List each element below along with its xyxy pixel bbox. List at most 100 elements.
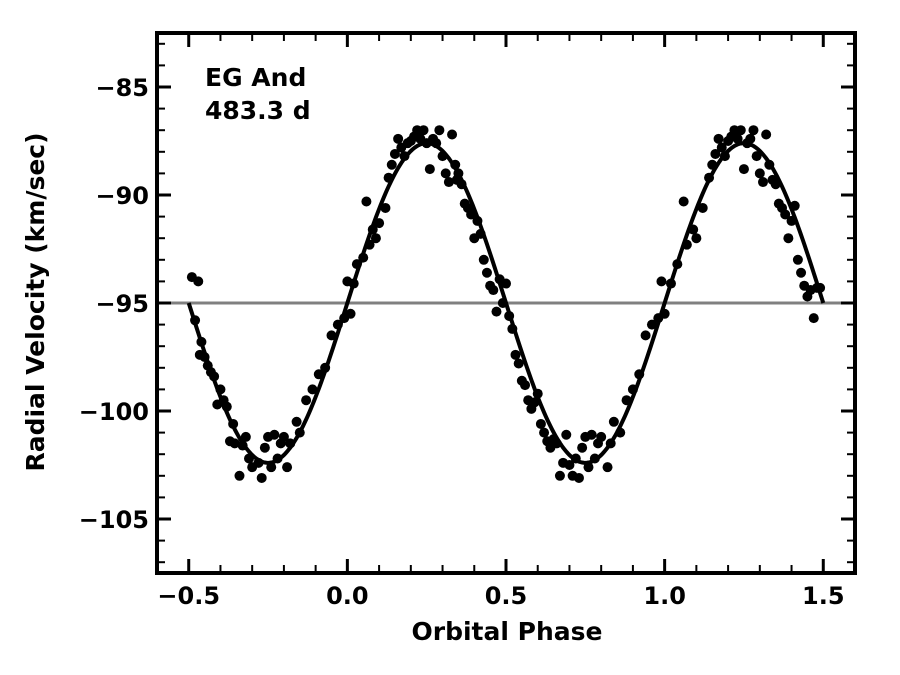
data-point [764,159,775,170]
y-tick-labels: −85 −90 −95 −100 −105 [79,74,149,534]
data-point [370,233,381,244]
star-name-annotation: EG And [205,63,306,92]
data-point [478,254,489,265]
data-point [621,395,632,406]
data-point [456,179,467,190]
data-point [272,453,283,464]
data-point [520,380,531,391]
data-point [291,416,302,427]
data-point [301,395,312,406]
data-point [472,215,483,226]
data-point [627,384,638,395]
x-tick-label: 0.0 [326,582,369,610]
data-point [596,431,607,442]
data-point [707,159,718,170]
data-point [497,298,508,308]
data-point [307,384,318,395]
data-point [228,418,239,429]
data-point [199,352,210,362]
x-tick-label: 0.5 [485,582,528,610]
data-point [348,278,359,289]
period-annotation: 483.3 d [205,96,311,125]
data-point [688,224,699,235]
data-point [437,151,448,162]
data-point [237,440,248,451]
data-point [761,129,772,140]
data-point [256,472,267,483]
data-point [475,228,486,239]
data-point [374,218,385,229]
data-point [815,282,826,293]
data-point [783,233,794,244]
y-tick-label: −85 [95,74,149,102]
data-point [399,151,410,162]
data-point [745,133,756,144]
data-point [780,209,791,220]
data-point [665,278,676,289]
data-point [789,200,800,211]
data-point [551,438,562,449]
data-point [507,323,518,334]
data-point [640,330,651,341]
data-point [710,148,721,159]
data-point [681,239,692,250]
data-point [389,148,400,159]
data-point [583,462,594,473]
data-point [796,267,807,278]
x-tick-labels: −0.5 0.0 0.5 1.0 1.5 [157,582,844,610]
y-tick-label: −90 [95,182,149,210]
data-point [393,133,404,144]
data-point [738,164,749,175]
data-point [554,470,565,481]
data-point [719,151,730,162]
data-point [532,388,543,399]
data-point [656,276,667,287]
x-tick-label: 1.5 [802,582,845,610]
data-point [646,319,657,330]
data-point [605,438,616,449]
data-point [229,438,240,449]
data-point [808,313,819,324]
data-point [294,427,305,438]
data-point [450,159,461,170]
data-point [754,168,765,179]
data-point [704,172,715,183]
data-point [786,215,797,226]
data-point [513,358,524,369]
data-point [221,401,232,412]
data-point [586,429,597,440]
y-axis-label: Radial Velocity (km/sec) [21,132,50,471]
data-point [364,239,375,250]
data-point [351,259,362,270]
data-point [792,254,803,265]
data-point [573,472,584,483]
x-axis-label: Orbital Phase [412,617,603,646]
data-point [504,310,515,321]
x-tick-label: 1.0 [643,582,686,610]
data-point [615,427,626,438]
data-point [361,196,372,207]
plot-frame [155,31,857,575]
data-point [491,306,502,317]
data-point [748,125,759,136]
plot-area [157,125,855,483]
data-point [608,416,619,427]
data-point [501,278,511,289]
data-point [751,151,762,162]
data-point [234,470,245,481]
data-point [570,453,581,464]
data-point [539,427,550,438]
data-point [589,453,600,464]
data-point [577,442,588,453]
data-point [443,177,454,188]
data-point [453,168,464,179]
y-tick-label: −100 [79,398,149,426]
data-point [215,384,226,395]
data-point [732,133,743,144]
data-point [285,438,296,449]
data-point [269,429,280,440]
data-point [383,172,394,183]
data-point [602,462,613,473]
data-point [386,159,397,170]
